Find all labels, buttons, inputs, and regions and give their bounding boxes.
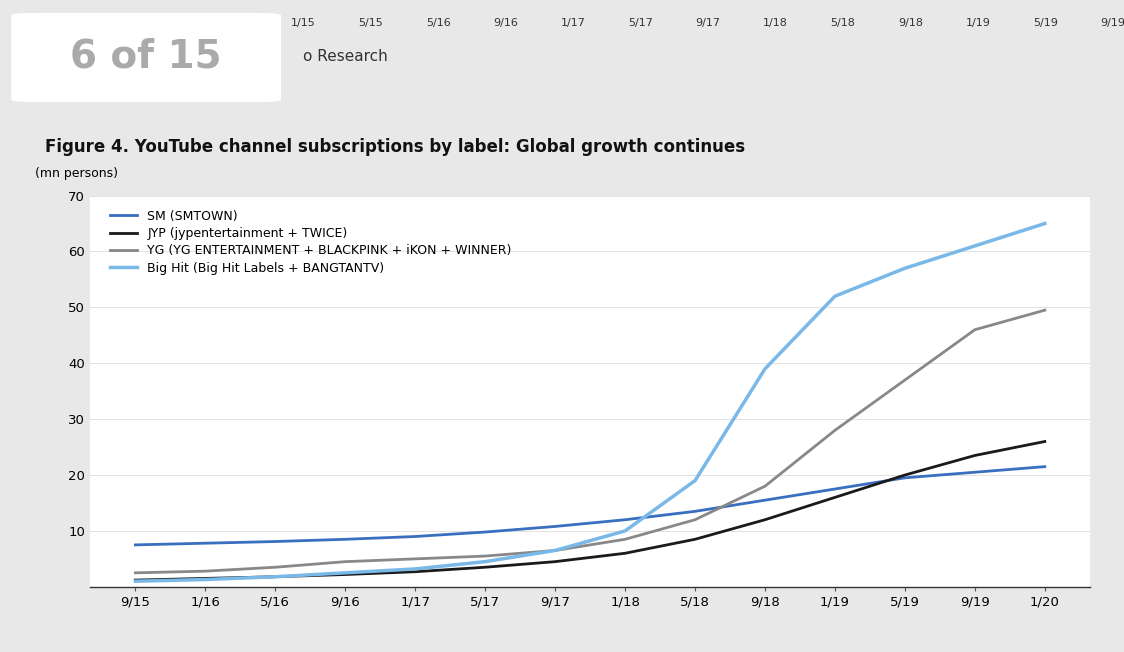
SM (SMTOWN) <box>618 516 632 524</box>
Text: (mn persons): (mn persons) <box>35 167 118 180</box>
YG (YG ENTERTAINMENT + BLACKPINK + iKON + WINNER) <box>618 535 632 543</box>
Big Hit (Big Hit Labels + BANGTANTV) <box>269 573 282 581</box>
Line: JYP (jypentertainment + TWICE): JYP (jypentertainment + TWICE) <box>135 441 1045 580</box>
Big Hit (Big Hit Labels + BANGTANTV) <box>408 565 422 573</box>
YG (YG ENTERTAINMENT + BLACKPINK + iKON + WINNER) <box>759 482 772 490</box>
Big Hit (Big Hit Labels + BANGTANTV) <box>968 242 981 250</box>
Text: 9/17: 9/17 <box>696 18 720 27</box>
Text: 5/18: 5/18 <box>831 18 855 27</box>
SM (SMTOWN) <box>549 522 562 530</box>
JYP (jypentertainment + TWICE) <box>269 573 282 581</box>
JYP (jypentertainment + TWICE) <box>688 535 701 543</box>
SM (SMTOWN) <box>408 533 422 541</box>
Text: 9/16: 9/16 <box>493 18 518 27</box>
Text: o Research: o Research <box>303 49 388 64</box>
JYP (jypentertainment + TWICE) <box>1039 437 1052 445</box>
Text: 1/18: 1/18 <box>763 18 788 27</box>
Text: Figure 4. YouTube channel subscriptions by label: Global growth continues: Figure 4. YouTube channel subscriptions … <box>45 138 745 156</box>
YG (YG ENTERTAINMENT + BLACKPINK + iKON + WINNER) <box>479 552 492 560</box>
Text: 5/19: 5/19 <box>1033 18 1058 27</box>
YG (YG ENTERTAINMENT + BLACKPINK + iKON + WINNER) <box>1039 306 1052 314</box>
JYP (jypentertainment + TWICE) <box>479 563 492 571</box>
JYP (jypentertainment + TWICE) <box>828 494 842 501</box>
Big Hit (Big Hit Labels + BANGTANTV) <box>618 527 632 535</box>
JYP (jypentertainment + TWICE) <box>199 574 212 582</box>
SM (SMTOWN) <box>898 474 912 482</box>
JYP (jypentertainment + TWICE) <box>968 452 981 460</box>
SM (SMTOWN) <box>1039 463 1052 471</box>
JYP (jypentertainment + TWICE) <box>618 550 632 557</box>
YG (YG ENTERTAINMENT + BLACKPINK + iKON + WINNER) <box>338 557 352 565</box>
JYP (jypentertainment + TWICE) <box>759 516 772 524</box>
Big Hit (Big Hit Labels + BANGTANTV) <box>898 264 912 272</box>
Big Hit (Big Hit Labels + BANGTANTV) <box>1039 220 1052 228</box>
Text: 5/17: 5/17 <box>628 18 653 27</box>
Line: SM (SMTOWN): SM (SMTOWN) <box>135 467 1045 545</box>
JYP (jypentertainment + TWICE) <box>128 576 142 584</box>
Big Hit (Big Hit Labels + BANGTANTV) <box>338 569 352 577</box>
SM (SMTOWN) <box>828 485 842 493</box>
Text: 5/15: 5/15 <box>359 18 383 27</box>
JYP (jypentertainment + TWICE) <box>898 471 912 479</box>
SM (SMTOWN) <box>338 535 352 543</box>
Text: 5/16: 5/16 <box>426 18 451 27</box>
SM (SMTOWN) <box>479 528 492 536</box>
YG (YG ENTERTAINMENT + BLACKPINK + iKON + WINNER) <box>828 426 842 434</box>
SM (SMTOWN) <box>269 538 282 546</box>
SM (SMTOWN) <box>128 541 142 549</box>
Big Hit (Big Hit Labels + BANGTANTV) <box>549 546 562 554</box>
YG (YG ENTERTAINMENT + BLACKPINK + iKON + WINNER) <box>898 376 912 384</box>
SM (SMTOWN) <box>688 507 701 515</box>
YG (YG ENTERTAINMENT + BLACKPINK + iKON + WINNER) <box>688 516 701 524</box>
YG (YG ENTERTAINMENT + BLACKPINK + iKON + WINNER) <box>128 569 142 577</box>
Text: 9/19: 9/19 <box>1100 18 1124 27</box>
YG (YG ENTERTAINMENT + BLACKPINK + iKON + WINNER) <box>199 567 212 575</box>
JYP (jypentertainment + TWICE) <box>549 557 562 565</box>
Big Hit (Big Hit Labels + BANGTANTV) <box>199 576 212 584</box>
YG (YG ENTERTAINMENT + BLACKPINK + iKON + WINNER) <box>269 563 282 571</box>
SM (SMTOWN) <box>968 468 981 476</box>
Big Hit (Big Hit Labels + BANGTANTV) <box>128 577 142 585</box>
FancyBboxPatch shape <box>11 13 281 102</box>
SM (SMTOWN) <box>199 539 212 547</box>
JYP (jypentertainment + TWICE) <box>408 568 422 576</box>
Big Hit (Big Hit Labels + BANGTANTV) <box>479 557 492 565</box>
Big Hit (Big Hit Labels + BANGTANTV) <box>688 477 701 484</box>
Text: 6 of 15: 6 of 15 <box>71 37 221 76</box>
JYP (jypentertainment + TWICE) <box>338 570 352 578</box>
Line: YG (YG ENTERTAINMENT + BLACKPINK + iKON + WINNER): YG (YG ENTERTAINMENT + BLACKPINK + iKON … <box>135 310 1045 573</box>
YG (YG ENTERTAINMENT + BLACKPINK + iKON + WINNER) <box>549 546 562 554</box>
Big Hit (Big Hit Labels + BANGTANTV) <box>759 365 772 373</box>
Big Hit (Big Hit Labels + BANGTANTV) <box>828 292 842 300</box>
Text: 1/15: 1/15 <box>291 18 316 27</box>
YG (YG ENTERTAINMENT + BLACKPINK + iKON + WINNER) <box>408 555 422 563</box>
Text: 1/17: 1/17 <box>561 18 586 27</box>
Text: 1/19: 1/19 <box>966 18 990 27</box>
Legend: SM (SMTOWN), JYP (jypentertainment + TWICE), YG (YG ENTERTAINMENT + BLACKPINK + : SM (SMTOWN), JYP (jypentertainment + TWI… <box>106 206 516 278</box>
YG (YG ENTERTAINMENT + BLACKPINK + iKON + WINNER) <box>968 326 981 334</box>
SM (SMTOWN) <box>759 496 772 504</box>
Text: 9/18: 9/18 <box>898 18 923 27</box>
Line: Big Hit (Big Hit Labels + BANGTANTV): Big Hit (Big Hit Labels + BANGTANTV) <box>135 224 1045 581</box>
